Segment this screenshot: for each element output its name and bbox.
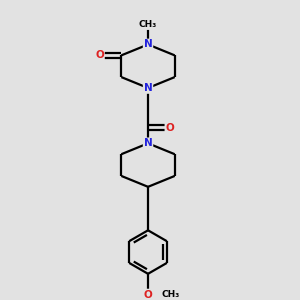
Text: N: N [144, 40, 152, 50]
Text: O: O [95, 50, 104, 60]
Text: N: N [144, 83, 152, 93]
Text: O: O [144, 290, 152, 300]
Text: N: N [144, 138, 152, 148]
Text: CH₃: CH₃ [162, 290, 180, 299]
Text: O: O [165, 122, 174, 133]
Text: CH₃: CH₃ [139, 20, 157, 29]
